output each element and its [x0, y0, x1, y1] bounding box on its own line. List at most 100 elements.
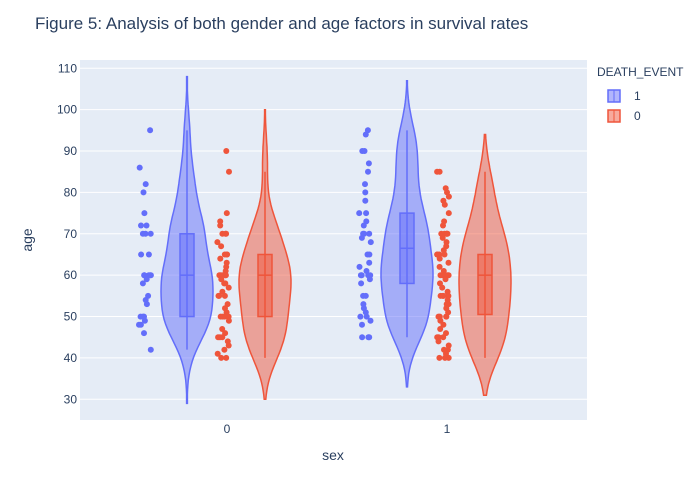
y-tick-label: 80 [64, 185, 78, 199]
data-point [143, 222, 150, 229]
data-point [218, 243, 225, 250]
data-point [141, 317, 148, 324]
chart-marks [136, 75, 512, 405]
x-axis-title: sex [322, 447, 344, 463]
box-iqr [257, 253, 273, 318]
data-point [366, 276, 373, 283]
data-point [222, 272, 229, 279]
data-point [363, 313, 370, 320]
data-point [147, 346, 154, 353]
data-point [362, 181, 368, 188]
data-point [217, 222, 224, 229]
data-point [366, 230, 373, 237]
data-point [214, 350, 221, 357]
data-point [139, 280, 146, 287]
y-tick-label: 100 [57, 103, 77, 117]
data-point [436, 354, 443, 361]
x-tick-label: 1 [444, 422, 451, 436]
data-point [436, 255, 443, 262]
data-point [358, 234, 365, 241]
data-point [223, 354, 230, 361]
data-point [221, 292, 228, 299]
data-point [216, 292, 223, 299]
data-point [359, 321, 365, 328]
y-tick-label: 110 [58, 61, 77, 75]
data-point [143, 301, 150, 308]
data-point [140, 189, 147, 196]
data-point [366, 334, 373, 341]
plot-area [80, 60, 587, 420]
y-tick-label: 90 [64, 144, 78, 158]
data-point [223, 210, 230, 217]
data-point [138, 251, 145, 258]
data-point [441, 201, 448, 208]
data-point [365, 168, 371, 175]
box-iqr [477, 253, 493, 316]
legend[interactable]: DEATH_EVENT 1 0 [597, 65, 684, 123]
data-point [440, 321, 447, 328]
data-point [219, 313, 226, 320]
data-point [145, 251, 152, 258]
data-point [367, 239, 374, 246]
data-point [365, 160, 372, 167]
data-point [142, 181, 149, 188]
data-point [142, 230, 149, 237]
data-point [445, 193, 452, 200]
legend-item[interactable]: 1 [607, 89, 641, 103]
data-point [366, 259, 373, 266]
data-point [439, 284, 446, 291]
data-point [217, 255, 224, 262]
legend-title: DEATH_EVENT [597, 65, 684, 79]
data-point [362, 292, 369, 299]
data-point [439, 292, 446, 299]
legend-item[interactable]: 0 [607, 109, 641, 123]
data-point [359, 148, 366, 154]
y-tick-label: 50 [64, 310, 78, 324]
data-point [222, 280, 229, 287]
legend-label: 1 [634, 89, 641, 103]
data-point [435, 338, 442, 345]
legend-label: 0 [634, 109, 641, 123]
data-point [357, 272, 364, 279]
data-point [143, 276, 150, 283]
data-point [358, 280, 365, 287]
data-point [359, 334, 366, 341]
data-point [360, 222, 367, 229]
data-point [138, 222, 144, 229]
data-point [444, 230, 451, 237]
data-point [218, 354, 225, 361]
x-tick-label: 0 [224, 422, 231, 436]
data-point [226, 168, 232, 175]
data-point [141, 210, 148, 217]
data-point [436, 168, 443, 175]
data-point [435, 334, 442, 341]
data-point [362, 189, 369, 196]
data-point [442, 276, 449, 283]
data-point [357, 313, 364, 320]
data-point [445, 210, 452, 217]
data-point [436, 263, 443, 270]
data-point [443, 313, 450, 320]
data-point [362, 197, 369, 204]
data-point [356, 263, 363, 270]
data-point [221, 346, 228, 353]
data-point [223, 251, 230, 258]
data-point [366, 251, 373, 258]
data-point [367, 317, 374, 324]
data-point [214, 239, 221, 246]
data-point [225, 317, 232, 324]
data-point [147, 272, 154, 279]
y-tick-label: 30 [64, 392, 78, 406]
data-point [216, 334, 223, 341]
data-point [437, 326, 444, 332]
data-point [362, 131, 369, 138]
data-point [440, 334, 447, 341]
data-point [136, 164, 143, 171]
data-point [222, 230, 229, 237]
data-point [223, 148, 230, 154]
data-point [441, 251, 448, 258]
data-point [363, 210, 370, 217]
data-point [147, 230, 154, 237]
